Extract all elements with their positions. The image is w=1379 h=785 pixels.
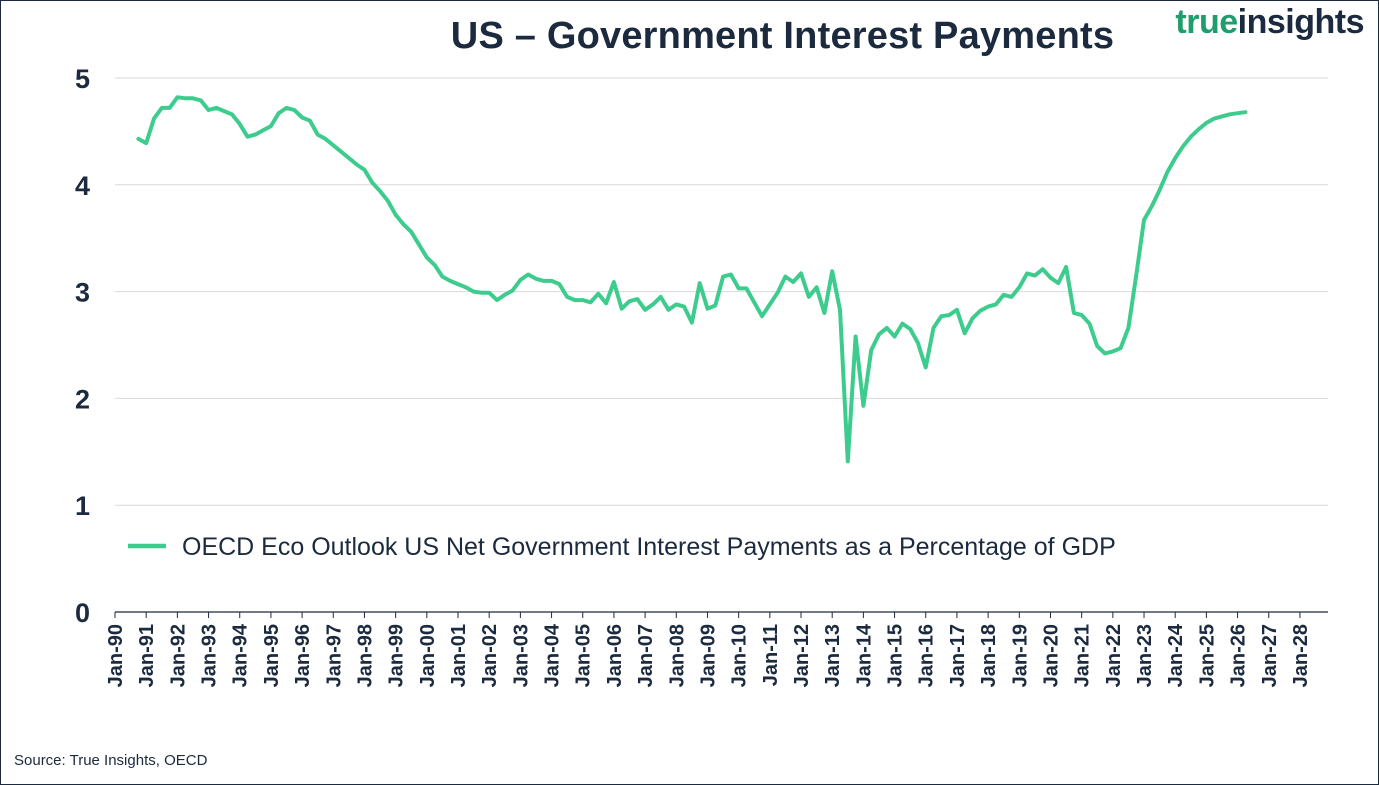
y-tick-label: 5 bbox=[75, 64, 90, 94]
y-tick-label: 1 bbox=[75, 491, 90, 521]
x-tick-label: Jan-25 bbox=[1196, 624, 1218, 687]
chart-title: US – Government Interest Payments bbox=[450, 15, 1115, 57]
gridlines bbox=[115, 77, 1328, 613]
x-tick-label: Jan-10 bbox=[729, 624, 751, 687]
x-tick-label: Jan-13 bbox=[822, 624, 844, 687]
logo-word-insights: insights bbox=[1237, 3, 1365, 41]
x-tick-label: Jan-92 bbox=[167, 624, 189, 687]
x-tick-label: Jan-18 bbox=[978, 624, 1000, 687]
x-tick-label: Jan-01 bbox=[448, 624, 470, 687]
x-tick-label: Jan-99 bbox=[386, 624, 408, 687]
y-tick-label: 3 bbox=[75, 278, 90, 308]
x-tick-label: Jan-11 bbox=[760, 624, 782, 686]
y-tick-label: 4 bbox=[75, 171, 90, 201]
x-tick-label: Jan-28 bbox=[1290, 624, 1312, 687]
x-tick-label: Jan-21 bbox=[1072, 624, 1094, 687]
x-tick-label: Jan-23 bbox=[1134, 624, 1156, 687]
legend: OECD Eco Outlook US Net Government Inter… bbox=[128, 533, 1116, 561]
x-tick-label: Jan-98 bbox=[354, 624, 376, 687]
x-tick-label: Jan-97 bbox=[323, 624, 345, 687]
x-tick-label: Jan-15 bbox=[885, 624, 907, 687]
legend-label: OECD Eco Outlook US Net Government Inter… bbox=[182, 533, 1116, 561]
x-tick-label: Jan-96 bbox=[292, 624, 314, 687]
x-tick-label: Jan-19 bbox=[1009, 624, 1031, 687]
x-tick-label: Jan-91 bbox=[136, 624, 158, 687]
x-tick-label: Jan-93 bbox=[199, 624, 221, 687]
x-tick-label: Jan-94 bbox=[230, 623, 252, 687]
x-tick-label: Jan-08 bbox=[666, 624, 688, 687]
true-insights-logo: trueinsights bbox=[1175, 3, 1364, 42]
x-tick-label: Jan-17 bbox=[947, 624, 969, 687]
x-tick-label: Jan-03 bbox=[510, 624, 532, 687]
x-tick-label: Jan-00 bbox=[417, 624, 439, 687]
logo-word-true: true bbox=[1175, 3, 1238, 41]
series-line-0 bbox=[136, 95, 1248, 464]
x-tick-label: Jan-09 bbox=[697, 624, 719, 687]
x-tick-label: Jan-05 bbox=[573, 624, 595, 687]
x-tick-label: Jan-90 bbox=[105, 624, 127, 687]
x-tick-label: Jan-14 bbox=[853, 623, 875, 687]
x-tick-label: Jan-02 bbox=[479, 624, 501, 687]
y-tick-label: 0 bbox=[75, 598, 90, 628]
x-axis-ticks: Jan-90 Jan-91 Jan-92 Jan-93 Jan-94 Jan-95 Jan-… bbox=[105, 612, 1312, 687]
x-tick-label: Jan-20 bbox=[1040, 624, 1062, 687]
x-tick-label: Jan-07 bbox=[635, 624, 657, 687]
source-note: Source: True Insights, OECD bbox=[14, 752, 208, 769]
x-tick-label: Jan-26 bbox=[1228, 624, 1250, 687]
x-tick-label: Jan-16 bbox=[916, 624, 938, 687]
x-tick-label: Jan-27 bbox=[1259, 624, 1281, 687]
x-tick-label: Jan-06 bbox=[604, 624, 626, 687]
y-tick-label: 2 bbox=[75, 384, 90, 414]
y-axis-ticks: 0 1 2 3 4 5 bbox=[75, 64, 90, 628]
x-tick-label: Jan-12 bbox=[791, 624, 813, 687]
series-layer bbox=[136, 95, 1248, 464]
x-tick-label: Jan-22 bbox=[1103, 624, 1125, 687]
x-tick-label: Jan-04 bbox=[542, 623, 564, 687]
x-tick-label: Jan-24 bbox=[1165, 623, 1187, 687]
x-tick-label: Jan-95 bbox=[261, 624, 283, 687]
